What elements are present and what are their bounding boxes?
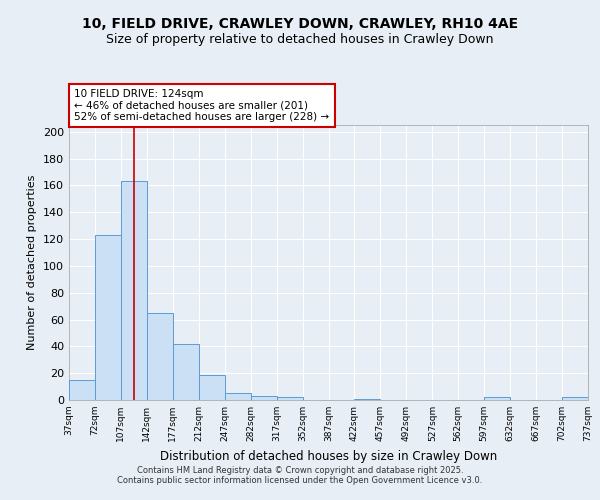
Bar (95, 235, 121, 400)
Text: 10, FIELD DRIVE, CRAWLEY DOWN, CRAWLEY, RH10 4AE: 10, FIELD DRIVE, CRAWLEY DOWN, CRAWLEY, … (82, 18, 518, 32)
Bar (562, 398, 588, 400)
Bar (355, 398, 380, 400)
Bar (224, 394, 251, 400)
Bar (277, 398, 302, 400)
Text: Size of property relative to detached houses in Crawley Down: Size of property relative to detached ho… (106, 32, 494, 46)
Bar (147, 313, 173, 400)
Bar (484, 398, 510, 400)
Bar (121, 182, 147, 400)
Bar (199, 374, 224, 400)
Bar (173, 344, 199, 400)
Text: 10 FIELD DRIVE: 124sqm
← 46% of detached houses are smaller (201)
52% of semi-de: 10 FIELD DRIVE: 124sqm ← 46% of detached… (74, 89, 329, 122)
Text: Contains HM Land Registry data © Crown copyright and database right 2025.
Contai: Contains HM Land Registry data © Crown c… (118, 466, 482, 485)
Bar (251, 396, 277, 400)
Bar (69, 380, 95, 400)
X-axis label: Distribution of detached houses by size in Crawley Down: Distribution of detached houses by size … (160, 450, 497, 462)
Y-axis label: Number of detached properties: Number of detached properties (28, 175, 37, 350)
